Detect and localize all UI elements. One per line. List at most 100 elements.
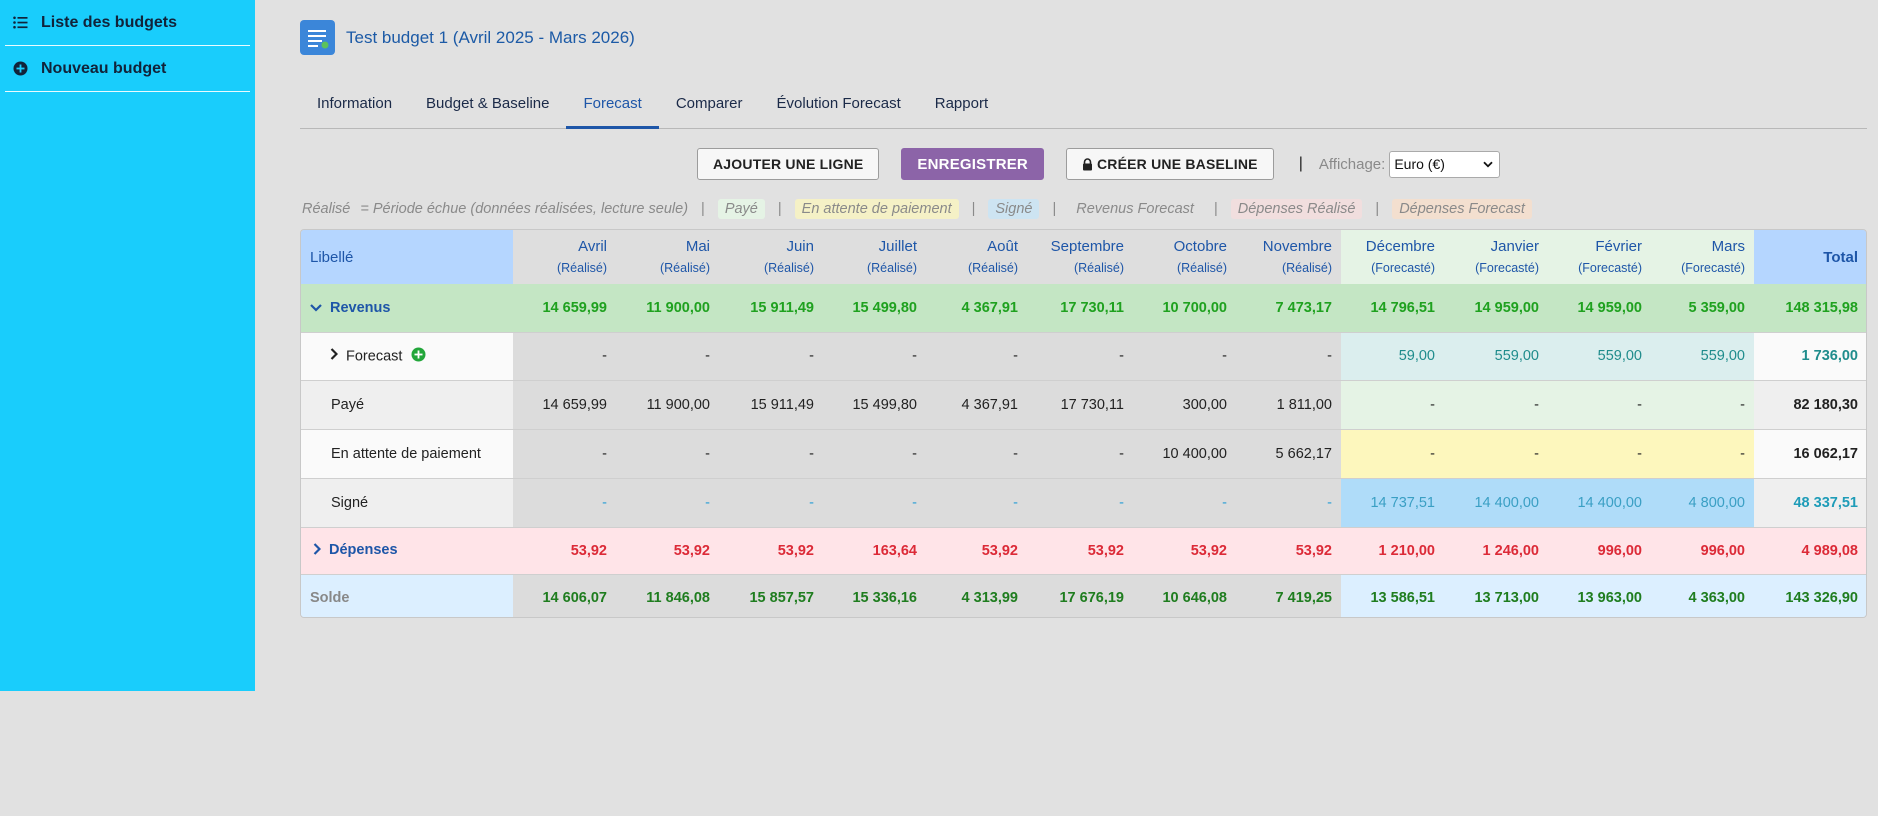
table-cell: 14 400,00 (1548, 477, 1651, 527)
tab-rapport[interactable]: Rapport (934, 95, 989, 112)
forecast-table: Libellé Avril (Réalisé) Mai (Réalisé) Juin… (300, 229, 1867, 618)
table-cell: - (513, 428, 616, 478)
chevron-right-icon[interactable] (330, 348, 339, 364)
table-cell[interactable]: 559,00 (1548, 331, 1651, 380)
table-cell: 14 659,99 (513, 284, 616, 332)
row-label[interactable]: Forecast (301, 331, 513, 380)
tab-information[interactable]: Information (317, 95, 393, 112)
total-cell: 1 736,00 (1754, 331, 1866, 380)
table-row-depenses: Dépenses 53,92 53,92 53,92 163,64 53,92 … (301, 526, 1866, 574)
display-label: Affichage: (1318, 155, 1386, 173)
add-line-button[interactable]: AJOUTER UNE LIGNE (697, 148, 880, 180)
header-month: Décembre (Forecasté) (1341, 230, 1444, 284)
table-cell: 14 400,00 (1444, 477, 1548, 527)
table-cell: - (1236, 477, 1341, 527)
table-cell: - (1548, 379, 1651, 429)
tab-evolution-forecast[interactable]: Évolution Forecast (776, 95, 901, 112)
legend-separator: | (701, 201, 705, 217)
sidebar-item-budget-list[interactable]: Liste des budgets (5, 0, 250, 46)
table-cell: 15 911,49 (719, 379, 823, 429)
legend-attente: En attente de paiement (794, 199, 959, 219)
table-cell: 14 606,07 (513, 573, 616, 617)
table-cell: 1 246,00 (1444, 526, 1548, 574)
table-cell: 10 700,00 (1133, 284, 1236, 332)
save-button[interactable]: ENREGISTRER (901, 148, 1044, 180)
row-label[interactable]: Revenus (301, 284, 513, 332)
table-cell: - (616, 331, 719, 380)
table-cell: - (616, 477, 719, 527)
plus-circle-icon (13, 61, 35, 76)
add-forecast-icon[interactable] (411, 347, 426, 366)
tab-budget-baseline[interactable]: Budget & Baseline (426, 95, 550, 112)
table-cell: 53,92 (719, 526, 823, 574)
table-cell: - (823, 477, 926, 527)
table-cell: - (719, 331, 823, 380)
table-cell: 10 400,00 (1133, 428, 1236, 478)
legend-separator: | (1213, 201, 1218, 217)
table-cell: 1 210,00 (1341, 526, 1444, 574)
row-label: Payé (301, 379, 513, 429)
table-cell: 14 659,99 (513, 379, 616, 429)
row-label: Solde (301, 573, 513, 617)
table-cell: 996,00 (1651, 526, 1754, 574)
header-month: Mai (Réalisé) (616, 230, 719, 284)
table-cell: 53,92 (616, 526, 719, 574)
table-cell: - (1651, 428, 1754, 478)
table-cell: 163,64 (823, 526, 926, 574)
chevron-down-icon[interactable] (310, 300, 322, 316)
create-baseline-button[interactable]: CRÉER UNE BASELINE (1065, 148, 1274, 180)
row-label: En attente de paiement (301, 428, 513, 478)
table-cell: 14 737,51 (1341, 477, 1444, 527)
table-cell: 53,92 (513, 526, 616, 574)
table-cell: 53,92 (1133, 526, 1236, 574)
table-cell: 11 900,00 (616, 379, 719, 429)
create-baseline-label: CRÉER UNE BASELINE (1096, 156, 1258, 172)
table-header-row: Libellé Avril (Réalisé) Mai (Réalisé) Juin… (301, 230, 1866, 284)
currency-select[interactable]: Euro (€) (1389, 150, 1501, 178)
row-label: Signé (301, 477, 513, 527)
sidebar: Liste des budgets Nouveau budget (0, 0, 255, 691)
legend-separator: | (777, 201, 782, 217)
table-cell: 53,92 (1236, 526, 1341, 574)
table-cell: 14 796,51 (1341, 284, 1444, 332)
table-cell: 13 713,00 (1444, 573, 1548, 617)
row-label[interactable]: Dépenses (301, 526, 513, 574)
legend-revenus-forecast: Revenus Forecast (1076, 201, 1194, 217)
table-cell[interactable]: 559,00 (1444, 331, 1548, 380)
legend: Réalisé = Période échue (données réalisé… (302, 198, 1532, 220)
table-cell: 10 646,08 (1133, 573, 1236, 617)
header-month: Juillet (Réalisé) (823, 230, 926, 284)
table-row-forecast: Forecast - - - - - - - - 59,00 559,00 55… (301, 331, 1866, 380)
total-cell: 4 989,08 (1754, 526, 1866, 574)
document-icon (300, 20, 335, 55)
table-cell: - (719, 428, 823, 478)
table-cell: - (1133, 331, 1236, 380)
sidebar-item-label: Nouveau budget (41, 59, 167, 77)
table-cell: 5 662,17 (1236, 428, 1341, 478)
page-header: Test budget 1 (Avril 2025 - Mars 2026) (300, 20, 635, 55)
header-month: Novembre (Réalisé) (1236, 230, 1341, 284)
table-cell[interactable]: 559,00 (1651, 331, 1754, 380)
table-cell: 1 811,00 (1236, 379, 1341, 429)
table-cell: - (1341, 379, 1444, 429)
total-cell: 143 326,90 (1754, 573, 1866, 617)
table-cell: 4 367,91 (926, 379, 1027, 429)
sidebar-item-new-budget[interactable]: Nouveau budget (5, 46, 250, 92)
table-cell: 4 313,99 (926, 573, 1027, 617)
tab-comparer[interactable]: Comparer (675, 95, 743, 112)
table-cell: - (513, 477, 616, 527)
header-month: Août (Réalisé) (926, 230, 1027, 284)
chevron-right-icon[interactable] (313, 542, 322, 559)
legend-separator: | (971, 201, 976, 217)
tab-forecast[interactable]: Forecast (566, 82, 659, 129)
total-cell: 148 315,98 (1754, 284, 1866, 332)
header-month: Mars (Forecasté) (1651, 230, 1754, 284)
header-libelle: Libellé (301, 230, 513, 284)
table-cell: 996,00 (1548, 526, 1651, 574)
legend-separator: | (1052, 201, 1057, 217)
table-cell: 17 730,11 (1027, 284, 1133, 332)
table-cell: 15 336,16 (823, 573, 926, 617)
table-cell[interactable]: 59,00 (1341, 331, 1444, 380)
currency-select-value: Euro (€) (1394, 156, 1445, 172)
table-row-solde: Solde 14 606,07 11 846,08 15 857,57 15 3… (301, 573, 1866, 617)
